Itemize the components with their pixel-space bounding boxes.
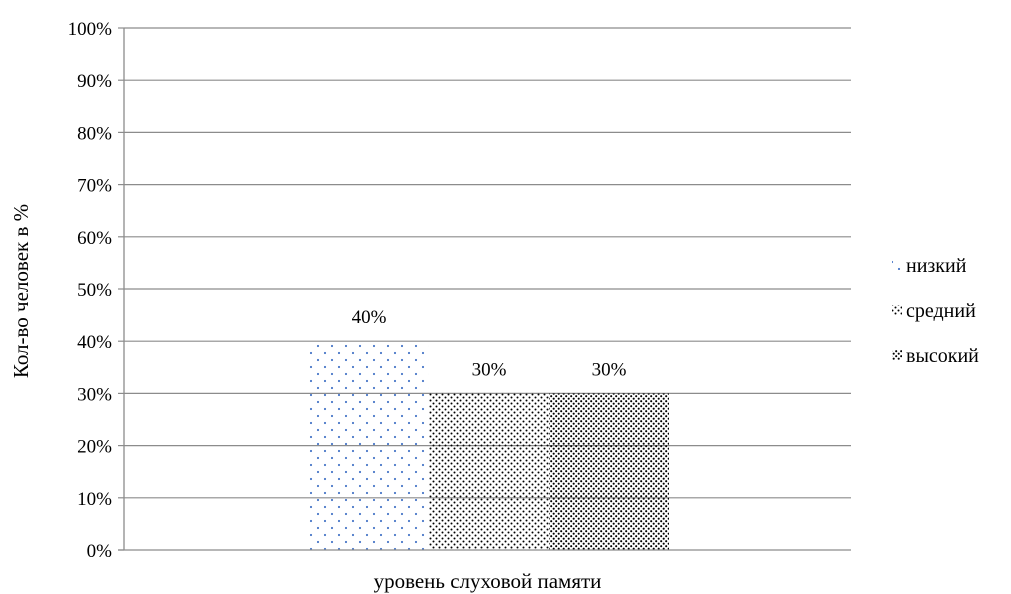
data-label: 30% <box>472 359 507 380</box>
legend-swatch <box>892 305 902 315</box>
gridlines <box>124 27 851 499</box>
y-axis-ticks: 0% 10% 20% 30% 40% 50% 60% 70% 80% 90% 100% <box>68 19 124 562</box>
y-axis-title: Кол-во человек в % <box>9 204 33 378</box>
x-axis-title: уровень слуховой памяти <box>374 569 602 593</box>
legend-swatch <box>892 260 902 270</box>
y-tick-label: 60% <box>77 228 112 249</box>
data-label: 30% <box>592 359 627 380</box>
bar-3 <box>549 393 669 550</box>
y-tick-label: 10% <box>77 489 112 510</box>
y-tick-label: 30% <box>77 384 112 405</box>
legend-label: высокий <box>906 345 979 367</box>
y-tick-label: 80% <box>77 123 112 144</box>
bar-2 <box>429 393 549 550</box>
y-tick-label: 40% <box>77 332 112 353</box>
bars <box>309 341 669 550</box>
legend-swatch <box>892 350 902 360</box>
y-tick-label: 0% <box>87 541 113 562</box>
legend-label: низкий <box>906 255 967 277</box>
legend-label: средний <box>906 300 976 322</box>
data-label: 40% <box>352 307 387 328</box>
y-tick-label: 90% <box>77 71 112 92</box>
bar-1 <box>309 341 429 550</box>
y-tick-label: 20% <box>77 437 112 458</box>
y-tick-label: 70% <box>77 176 112 197</box>
y-tick-label: 50% <box>77 280 112 301</box>
y-tick-label: 100% <box>68 19 113 40</box>
legend: низкий средний высокий <box>892 255 979 367</box>
data-labels: 40% 30% 30% <box>352 307 627 380</box>
